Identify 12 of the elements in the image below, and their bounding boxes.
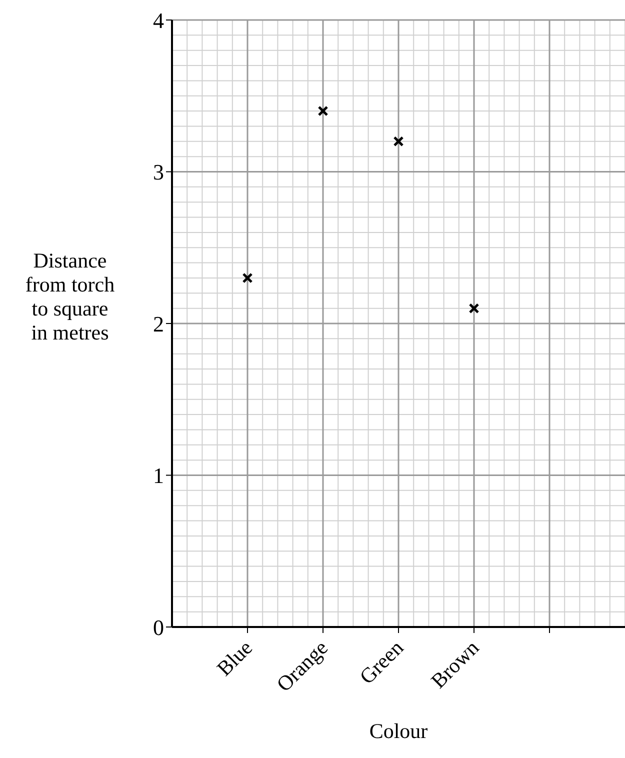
x-tick-label: Blue <box>212 636 258 681</box>
x-axis-title: Colour <box>369 719 428 743</box>
point <box>468 303 480 314</box>
y-axis-title: Distance from torch to square in metres <box>25 248 116 344</box>
point <box>242 272 253 284</box>
point <box>318 106 328 116</box>
y-tick-label: 2 <box>153 311 164 336</box>
y-tick-label: 3 <box>153 160 164 185</box>
y-tick-label: 4 <box>153 8 164 33</box>
point <box>393 136 404 147</box>
y-tick-label: 1 <box>153 463 164 488</box>
y-tick-label: 0 <box>153 614 164 640</box>
